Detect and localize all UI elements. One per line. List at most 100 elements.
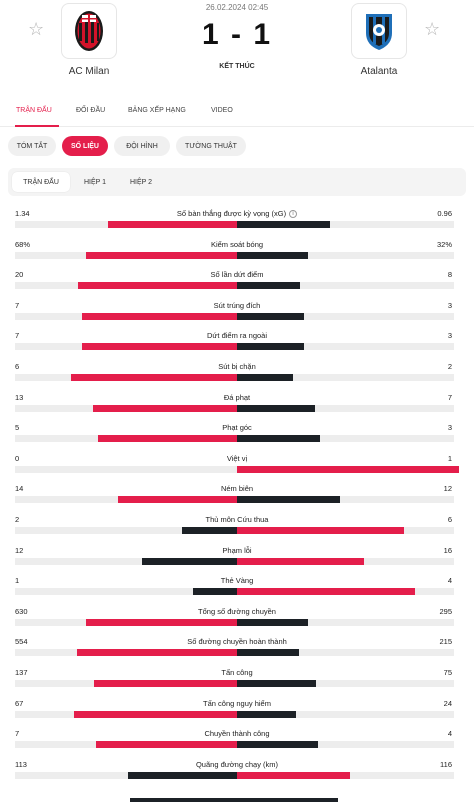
match-status: KẾT THÚC [219,63,255,70]
stat-away-bar [237,251,309,259]
stat-away-value: 12 [443,484,452,494]
stat-row: 137 Tấn công 75 [0,664,474,695]
stat-home-bar [70,374,237,381]
stat-row: 1 Thẻ Vàng 4 [0,572,474,603]
stat-away-bar [237,680,316,687]
stat-away-bar [237,557,364,565]
stat-away-bar [237,527,404,534]
stat-row: 113 Quãng đường chạy (km) 116 [0,756,474,787]
stat-away-bar [237,496,340,504]
atalanta-crest-icon[interactable] [351,3,407,59]
stat-label-text: Tấn công nguy hiểm [203,698,271,708]
stat-label-text: Sút trúng đích [213,300,261,310]
stat-label: Ném biên [0,484,474,493]
stat-away-bar [237,374,293,381]
tab-video[interactable]: VIDEO [211,107,233,114]
stat-home-bar [77,649,237,657]
stat-home-value: 20 [15,270,24,280]
sub-tab-bar: TÓM TẮT SỐ LIỆU ĐỘI HÌNH TƯỜNG THUẬT [0,136,474,158]
stat-away-value: 6 [447,515,452,524]
stat-home-bar [127,771,237,779]
favorite-home-star-icon[interactable]: ☆ [28,19,45,39]
pill-summary[interactable]: TÓM TẮT [8,136,56,156]
away-team-name: Atalanta [360,66,398,77]
match-date: 26.02.2024 02:45 [205,3,269,12]
stat-label: Đá phạt [0,393,474,402]
stat-away-value: 116 [440,759,452,769]
stat-home-bar [78,282,237,290]
stat-row: 67 Tấn công nguy hiểm 24 [0,695,474,726]
stat-home-value: 14 [15,484,24,494]
stat-label: Thủ môn Cứu thua [0,515,474,524]
stat-row: 1.34 Số bàn thắng được kỳ vọng (xG) i 0.96 [0,205,474,236]
stat-home-bar [86,251,237,259]
stat-label-text: Phạt góc [222,423,252,433]
pill-statistics[interactable]: SỐ LIỆU [62,136,108,156]
stat-away-value: 4 [447,576,452,586]
stat-label-text: Ném biên [220,484,254,494]
tab-standings[interactable]: BẢNG XẾP HẠNG [128,107,186,114]
stat-label-text: Số lần dứt điểm [210,270,264,280]
home-team-name: AC Milan [68,66,110,77]
stat-away-bar [237,221,330,228]
tab-match[interactable]: TRẬN ĐẤU [16,107,52,114]
stat-home-value: 13 [15,392,24,402]
stat-row: 6 Sút bị chặn 2 [0,358,474,389]
period-first-half[interactable]: HIỆP 1 [83,178,107,186]
ac-milan-crest-icon[interactable] [61,3,117,59]
stat-away-value: 3 [447,423,452,433]
tab-head-to-head[interactable]: ĐỐI ĐẦU [76,107,106,114]
stat-label-text: Dứt điểm ra ngoài [206,331,268,341]
match-header: ☆ AC Milan 26.02.2024 02:45 1 - 1 KẾT TH… [0,0,474,90]
favorite-away-star-icon[interactable]: ☆ [424,19,441,39]
stat-home-bar [92,404,237,412]
stat-label-text: Phạm lỗi [222,545,252,555]
stat-track [15,465,454,473]
stat-home-value: 630 [15,606,28,616]
period-selector: TRẬN ĐẤU HIỆP 1 HIỆP 2 [8,168,466,196]
stat-home-bar [181,527,237,534]
stat-row: 0 Việt vị 1 [0,450,474,481]
stat-label-text: Số bàn thắng được kỳ vọng (xG) [176,209,287,218]
stat-row: 5 Phạt góc 3 [0,419,474,450]
stat-label-text: Kiểm soát bóng [210,239,264,249]
stat-away-bar [237,312,304,320]
period-full-match[interactable]: TRẬN ĐẤU [12,172,70,192]
stat-away-value: 75 [443,668,452,677]
stat-home-value: 1 [15,576,20,586]
stat-away-value: 4 [447,729,452,739]
period-second-half[interactable]: HIỆP 2 [129,178,153,186]
stat-away-value: 24 [443,698,452,708]
stat-row: 630 Tổng số đường chuyền 295 [0,603,474,634]
stat-home-value: 2 [15,515,20,524]
active-tab-indicator [15,125,59,127]
stat-home-value: 1.34 [15,209,30,218]
stat-bar-partial [130,798,338,802]
stat-away-bar [237,771,350,779]
stat-row: 20 Số lần dứt điểm 8 [0,266,474,297]
stat-away-bar [237,343,304,351]
stat-label: Tổng số đường chuyền [0,607,474,616]
stat-away-value: 215 [439,637,452,647]
stat-home-bar [85,618,237,626]
stat-away-value: 295 [439,606,452,616]
stat-label: Chuyền thành công [0,729,474,738]
stat-label: Tấn công nguy hiểm [0,699,474,708]
stat-away-bar [237,465,459,473]
stat-row: 12 Phạm lỗi 16 [0,542,474,573]
pill-lineups[interactable]: ĐỘI HÌNH [114,136,170,156]
stat-home-bar [141,557,237,565]
stat-label-text: Số đường chuyền hoàn thành [187,637,287,647]
stat-away-bar [237,741,318,749]
info-icon[interactable]: i [289,210,298,219]
stat-home-value: 7 [15,300,20,310]
stat-away-bar [237,588,415,596]
stat-away-value: 3 [447,331,452,341]
stat-label-text: Quãng đường chạy (km) [195,759,279,769]
stat-away-value: 16 [443,545,452,555]
pill-commentary[interactable]: TƯỜNG THUẬT [176,136,246,156]
stat-home-bar [192,588,237,596]
stat-home-value: 7 [15,729,20,739]
stat-away-bar [237,710,296,718]
stat-home-value: 0 [15,453,20,463]
